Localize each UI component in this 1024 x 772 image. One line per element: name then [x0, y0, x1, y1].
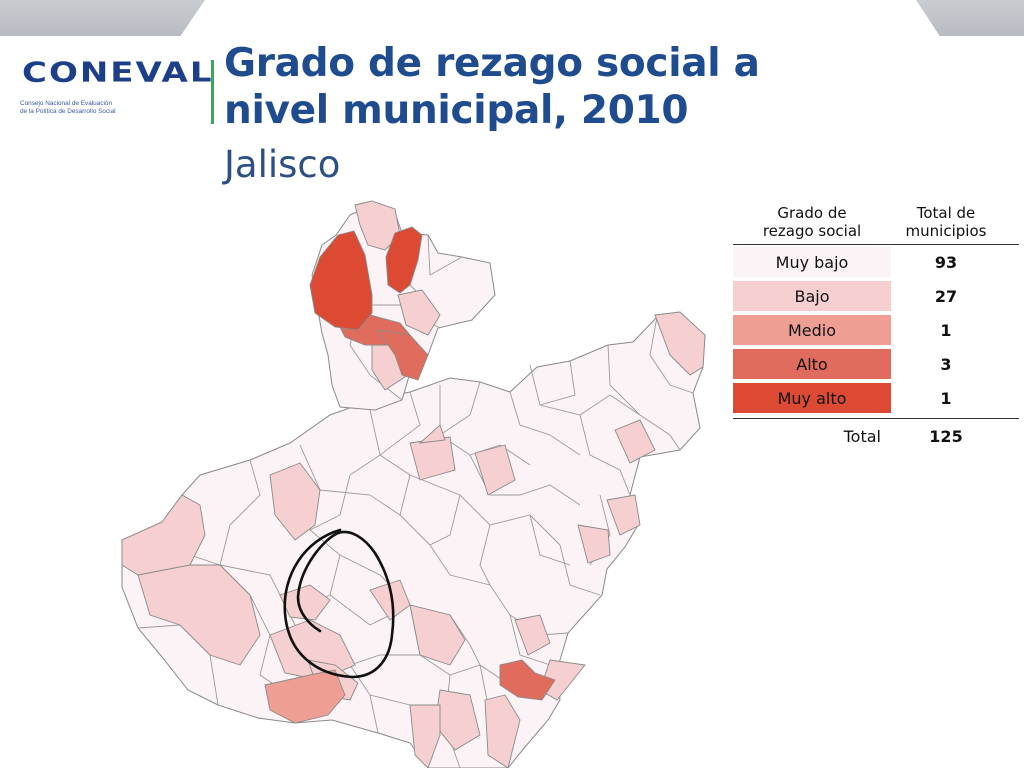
legend-row: Medio 1 — [733, 313, 1019, 347]
legend-count: 1 — [940, 320, 952, 340]
slide-subtitle: Jalisco — [224, 143, 341, 186]
legend-total-row: Total 125 — [733, 418, 1019, 453]
map-bajo-region — [474, 444, 516, 496]
legend-total-count: 125 — [929, 426, 963, 446]
map-bajo-region — [606, 494, 641, 536]
legend-count: 93 — [934, 252, 958, 272]
legend-total-label: Total — [843, 426, 881, 446]
map-muy-alto-region — [309, 230, 373, 331]
legend-row: Bajo 27 — [733, 279, 1019, 313]
top-decorative-band-right — [916, 0, 1024, 36]
legend-swatch: Alto — [733, 349, 891, 379]
map-bajo-region — [369, 579, 411, 621]
legend-header-grado: Grado de rezago social — [762, 204, 862, 240]
map-bajo-region — [484, 694, 521, 769]
legend-swatch: Bajo — [733, 281, 891, 311]
jalisco-map — [110, 195, 720, 769]
top-decorative-band-left — [0, 0, 205, 36]
map-bajo-region — [409, 604, 466, 666]
legend-table: Grado de rezago social Total de municipi… — [733, 192, 1019, 453]
map-bajo-region — [269, 462, 321, 541]
legend-row: Alto 3 — [733, 347, 1019, 381]
map-bajo-region — [397, 289, 441, 336]
legend-swatch: Muy alto — [733, 383, 891, 413]
legend-header: Grado de rezago social Total de municipi… — [733, 192, 1019, 245]
slide-title: Grado de rezago social a nivel municipal… — [224, 41, 760, 133]
legend-count: 3 — [940, 354, 952, 374]
map-bajo-region — [418, 424, 446, 444]
map-bajo-region — [279, 584, 331, 621]
legend-count: 27 — [934, 286, 958, 306]
map-bajo-region — [137, 564, 261, 666]
legend-swatch: Muy bajo — [733, 247, 891, 277]
map-bajo-region — [409, 704, 441, 769]
map-bajo-region — [614, 419, 656, 464]
logo-wordmark: CONEVAL — [22, 56, 214, 89]
map-alto-region — [377, 329, 429, 381]
legend-count: 1 — [940, 388, 952, 408]
map-bajo-region — [514, 614, 551, 656]
coneval-logo: CONEVAL Consejo Nacional de Evaluación d… — [18, 54, 212, 134]
logo-divider — [211, 60, 214, 124]
legend-row: Muy alto 1 — [733, 381, 1019, 415]
map-state-body — [121, 311, 706, 769]
map-muy-alto-region — [385, 226, 423, 294]
map-alto-region — [499, 659, 556, 701]
legend-header-total: Total de municipios — [905, 204, 987, 240]
map-bajo-region — [654, 311, 706, 376]
map-medio-region — [264, 669, 346, 724]
map-bajo-region — [577, 524, 611, 564]
legend-rows: Muy bajo 93 Bajo 27 Medio 1 Alto 3 Muy a… — [733, 245, 1019, 415]
logo-subtitle: Consejo Nacional de Evaluación de la Pol… — [20, 100, 116, 115]
map-bajo-region — [121, 494, 206, 576]
map-annotation-circle — [283, 528, 395, 679]
legend-swatch: Medio — [733, 315, 891, 345]
legend-row: Muy bajo 93 — [733, 245, 1019, 279]
